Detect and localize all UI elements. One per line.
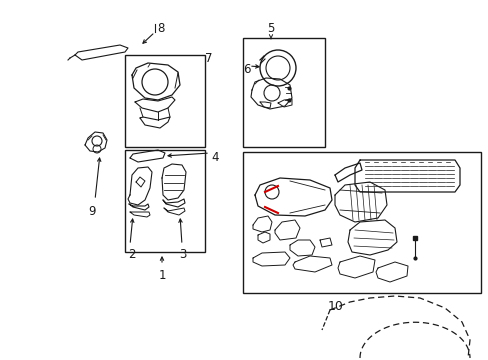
Text: 8: 8 [157,22,164,35]
Text: 1: 1 [159,269,166,282]
Text: 6: 6 [243,63,250,76]
Text: 7: 7 [204,52,212,65]
Text: 3: 3 [179,248,186,261]
Bar [243,152,480,293]
Text: 2: 2 [128,248,135,261]
Bar [125,150,204,252]
Text: 9: 9 [88,205,95,218]
Bar [125,55,204,147]
Bar [243,38,325,147]
Text: 10: 10 [327,300,343,313]
Text: 4: 4 [210,151,218,164]
Text: 5: 5 [266,22,274,35]
